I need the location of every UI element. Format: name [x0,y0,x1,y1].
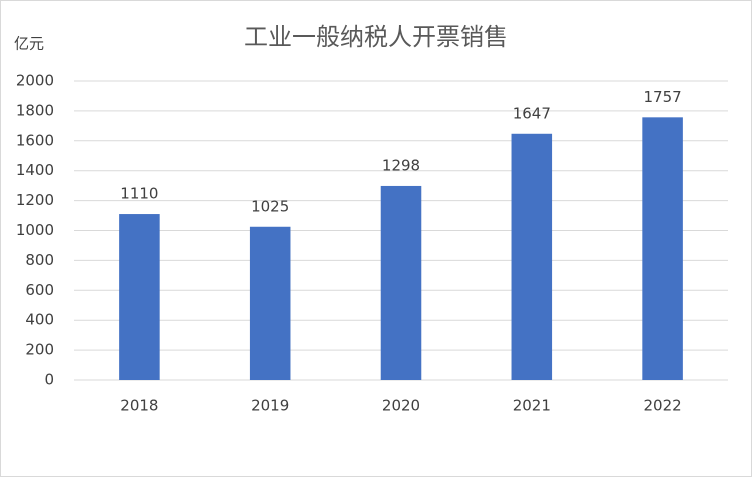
x-tick-label: 2019 [251,397,289,415]
y-tick-label: 800 [25,251,54,269]
data-label: 1298 [382,156,420,174]
y-tick-label: 200 [25,341,54,359]
y-tick-label: 2000 [16,72,54,90]
y-tick-label: 1000 [16,221,54,239]
y-tick-label: 600 [25,281,54,299]
x-tick-label: 2021 [513,397,551,415]
x-tick-label: 2018 [120,397,158,415]
data-label: 1110 [120,185,158,203]
bar [380,185,422,380]
bar [642,117,683,381]
y-tick-label: 0 [44,371,54,389]
y-tick-label: 1400 [16,161,54,179]
bar [119,214,160,380]
y-tick-label: 1600 [16,131,54,149]
chart-title: 工业一般纳税人开票销售 [244,23,508,51]
x-tick-label: 2022 [644,397,682,415]
data-label: 1757 [644,88,682,106]
y-axis-label: 亿元 [14,35,44,53]
y-tick-label: 1200 [16,191,54,209]
x-tick-label: 2020 [382,397,420,415]
bar [249,226,291,380]
data-label: 1025 [251,197,289,215]
y-tick-label: 400 [25,311,54,329]
data-label: 1647 [513,104,551,122]
y-tick-label: 1800 [16,101,54,119]
bar [511,133,553,380]
